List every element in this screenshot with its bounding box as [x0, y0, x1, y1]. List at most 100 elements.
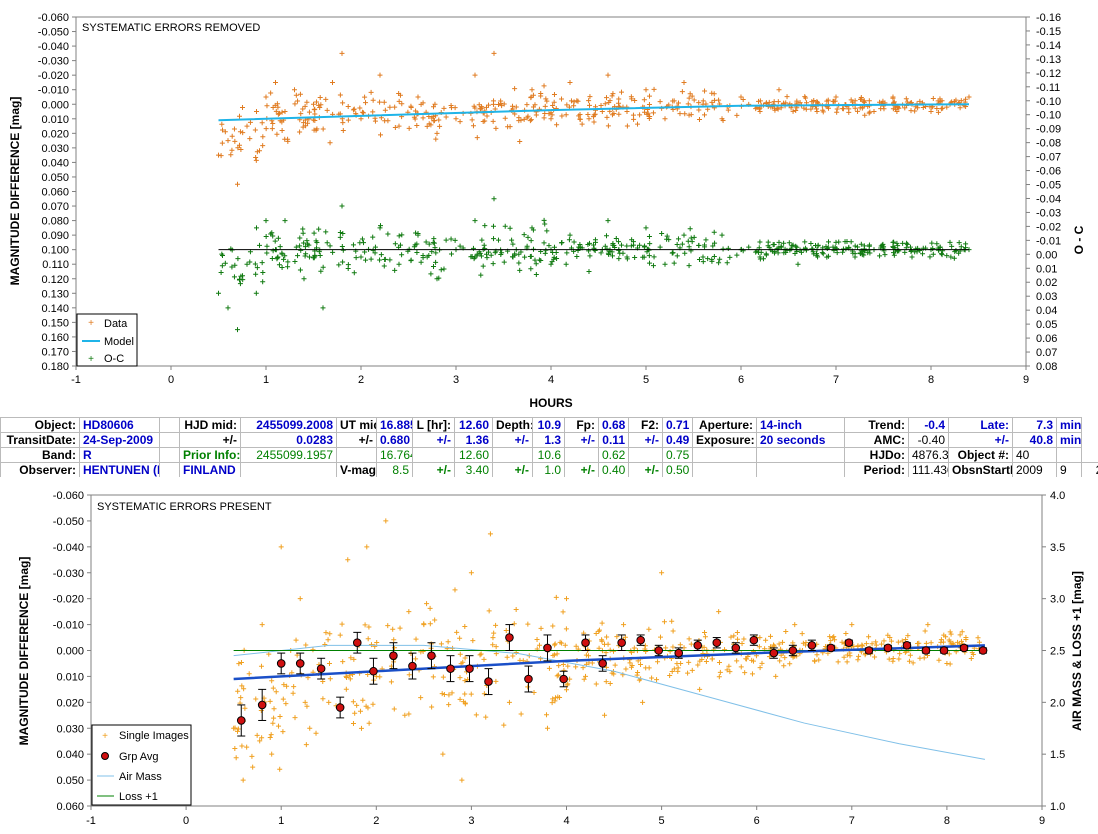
top-oc-point: [895, 248, 901, 254]
top-oc-point: [480, 263, 486, 269]
bottom-single-image-point: [885, 632, 891, 638]
top-oc-point: [216, 290, 221, 296]
top-oc-point: [687, 226, 693, 232]
top-data-point: [479, 105, 485, 111]
top-data-point: [677, 111, 683, 117]
bottom-single-image-point: [739, 640, 745, 646]
top-oc-point: [831, 248, 837, 254]
top-oc-point: [340, 247, 346, 253]
bottom-single-image-point: [555, 672, 561, 678]
top-y2tick-label: -0.05: [1036, 180, 1061, 192]
info-row: Band:R Prior Info:2455099.1957 16.764 12.60…: [0, 447, 1098, 463]
bottom-y2tick-label: 3.5: [1050, 542, 1065, 554]
bottom-single-image-point: [686, 659, 692, 665]
top-y2tick-label: -0.16: [1036, 12, 1061, 24]
top-data-point: [302, 103, 308, 109]
top-data-point: [651, 86, 657, 92]
top-oc-point: [533, 261, 539, 267]
top-oc-point: [554, 256, 560, 262]
bottom-single-image-point: [290, 690, 296, 696]
bottom-single-image-point: [583, 673, 589, 679]
top-data-point: [431, 104, 437, 110]
bottom-single-image-point: [655, 659, 661, 665]
top-data-point: [551, 99, 557, 105]
top-oc-point: [279, 251, 285, 257]
top-data-point: [928, 109, 934, 115]
top-oc-point: [934, 241, 940, 247]
top-oc-point: [895, 243, 901, 249]
bottom-y2tick-label: 1.5: [1050, 749, 1065, 761]
top-data-point: [507, 124, 513, 130]
bottom-single-image-point: [259, 735, 265, 741]
top-oc-point: [490, 261, 496, 267]
bottom-single-image-point: [250, 764, 256, 770]
top-data-point: [396, 123, 402, 129]
top-xtick-label: 0: [168, 374, 174, 386]
top-oc-point: [484, 251, 490, 257]
top-data-point: [542, 103, 548, 109]
top-oc-point: [479, 237, 485, 243]
bottom-single-image-point: [946, 637, 952, 643]
top-oc-point: [657, 244, 663, 250]
top-legend-marker-oc: +: [88, 354, 94, 365]
bottom-single-image-point: [270, 720, 276, 726]
top-data-point: [436, 117, 442, 123]
bottom-single-image-point: [670, 628, 676, 634]
bottom-single-image-point: [731, 633, 737, 639]
top-ytick-label: 0.130: [41, 288, 69, 300]
bottom-single-image-point: [703, 659, 709, 665]
top-data-point: [392, 124, 398, 130]
info-cell: [492, 447, 533, 463]
top-data-point: [361, 110, 367, 116]
top-data-point: [629, 96, 635, 102]
top-data-point: [551, 92, 557, 98]
top-data-point: [912, 108, 918, 114]
bottom-single-image-point: [244, 744, 250, 750]
bottom-single-image-point: [347, 676, 353, 682]
top-data-point: [681, 79, 687, 85]
top-oc-point: [263, 234, 269, 240]
bottom-single-image-point: [525, 684, 531, 690]
top-oc-point: [646, 233, 652, 239]
top-oc-point: [834, 250, 840, 256]
top-oc-point: [253, 271, 259, 277]
bottom-single-image-point: [503, 628, 509, 634]
top-data-point: [301, 120, 307, 126]
info-cell: 111.4363708: [908, 462, 949, 478]
top-oc-point: [237, 281, 243, 287]
info-cell: -0.40: [908, 432, 949, 448]
top-data-point: [330, 79, 335, 85]
bottom-single-image-point: [462, 700, 468, 706]
top-data-point: [418, 101, 424, 107]
top-oc-point: [256, 242, 262, 248]
bottom-single-image-point: [581, 676, 587, 682]
top-oc-point: [593, 239, 599, 245]
info-cell: +/-: [492, 462, 533, 478]
bottom-single-image-point: [277, 766, 283, 772]
top-y2tick-label: 0.00: [1036, 249, 1057, 261]
top-oc-point: [298, 247, 304, 253]
top-oc-point: [490, 223, 496, 229]
top-y2label: O - C: [1072, 225, 1086, 254]
bottom-single-image-point: [432, 617, 438, 623]
top-oc-point: [300, 226, 306, 232]
bottom-single-image-point: [686, 636, 692, 642]
top-data-point: [878, 106, 884, 112]
bottom-single-image-point: [635, 669, 641, 675]
bottom-grp-avg-point: [617, 638, 626, 648]
top-y2tick-label: -0.02: [1036, 221, 1061, 233]
top-oc-point: [269, 230, 275, 236]
bottom-xtick-label: 0: [183, 815, 189, 827]
top-data-point: [493, 125, 499, 131]
info-cell: 0.75: [662, 447, 693, 463]
top-oc-point: [530, 227, 536, 233]
info-cell: [692, 447, 757, 463]
bottom-single-image-point: [855, 643, 861, 649]
top-ytick-label: 0.140: [41, 303, 69, 315]
info-cell: [412, 447, 455, 463]
bottom-single-image-point: [910, 660, 916, 666]
top-oc-point: [811, 251, 817, 257]
bottom-single-image-point: [906, 658, 912, 664]
bottom-single-image-point: [267, 735, 273, 741]
